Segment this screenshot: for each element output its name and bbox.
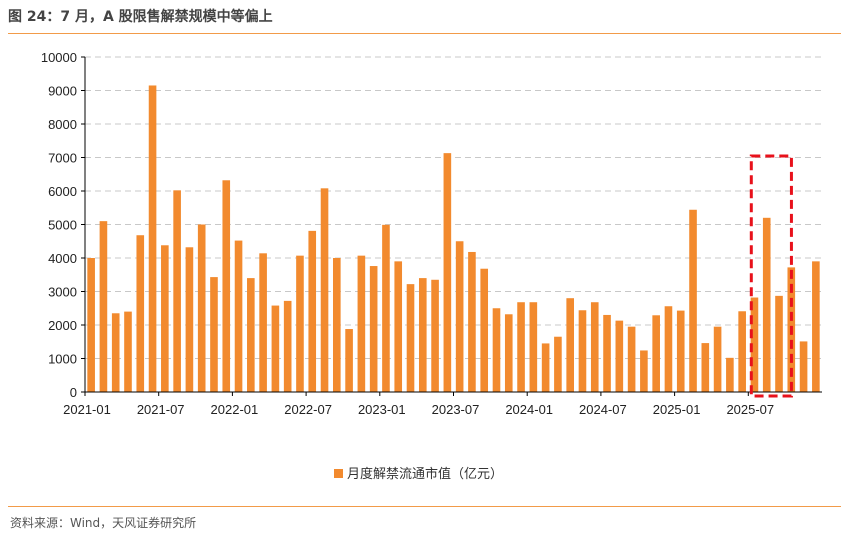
bottom-divider: [8, 506, 841, 507]
bar-2025-12: [812, 261, 820, 392]
bar-2022-05: [283, 300, 292, 392]
bar-2025-02: [689, 209, 697, 392]
legend: 月度解禁流通市值（亿元）: [334, 466, 503, 482]
legend-swatch: [334, 469, 343, 478]
bar-2024-07: [603, 314, 611, 392]
bar-2021-12: [222, 180, 231, 392]
x-tick-label: 2023-01: [358, 402, 406, 417]
y-tick-label: 8000: [48, 117, 77, 132]
bar-2021-10: [197, 224, 206, 392]
x-tick-label: 2022-07: [284, 402, 332, 417]
bar-2021-09: [185, 247, 194, 392]
bar-2024-04: [566, 298, 574, 392]
x-tick-label: 2025-07: [726, 402, 774, 417]
bar-chart: 0 1000 2000 3000 4000 5000 6000 7000 8000 9000 100…: [41, 50, 822, 482]
bar-2022-02: [247, 278, 255, 392]
x-tick-label: 2023-07: [432, 402, 480, 417]
bar-2022-09: [333, 258, 341, 392]
bar-2024-02: [541, 343, 550, 392]
bar-2024-06: [590, 302, 599, 392]
bar-2024-12: [664, 306, 673, 392]
y-tick-label: 0: [70, 385, 77, 400]
bar-2025-09: [775, 295, 783, 392]
bar-2023-07: [455, 241, 464, 392]
y-tick-label: 6000: [48, 184, 77, 199]
bar-2024-01: [529, 302, 538, 392]
bar-2022-03: [259, 253, 267, 392]
x-tick-label: 2025-01: [653, 402, 701, 417]
bar-2024-10: [640, 350, 648, 392]
y-tick-label: 3000: [48, 285, 77, 300]
y-tick-label: 7000: [48, 151, 77, 166]
bar-2023-05: [431, 279, 439, 392]
bar-2025-05: [726, 357, 734, 392]
bar-2022-07: [308, 230, 317, 392]
bar-2025-06: [738, 311, 746, 392]
bar-2023-11: [504, 314, 513, 392]
bar-2021-07: [161, 245, 169, 392]
x-tick-label: 2021-01: [63, 402, 111, 417]
legend-label: 月度解禁流通市值（亿元）: [347, 466, 503, 482]
bar-2022-10: [345, 329, 353, 392]
bar-2022-08: [320, 188, 329, 392]
bar-2024-05: [578, 310, 587, 392]
bar-2022-11: [357, 255, 366, 392]
bar-2021-03: [111, 313, 120, 392]
source-note: 资料来源：Wind，天风证券研究所: [10, 516, 197, 530]
bar-2023-03: [406, 284, 415, 392]
bar-2025-04: [713, 326, 722, 392]
bar-2025-01: [676, 310, 685, 392]
bar-2025-08: [762, 217, 771, 392]
x-tick-label: 2021-07: [137, 402, 185, 417]
bar-2021-04: [124, 311, 132, 392]
bar-2023-01: [382, 224, 390, 392]
bar-2022-12: [369, 266, 378, 392]
bar-2023-04: [418, 278, 427, 392]
y-tick-label: 5000: [48, 218, 77, 233]
bar-2021-02: [99, 221, 108, 392]
bar-2022-01: [234, 240, 243, 392]
bars: [87, 85, 820, 392]
bar-2023-09: [480, 268, 489, 392]
bar-2024-08: [615, 320, 624, 392]
bar-2021-01: [87, 258, 95, 392]
bar-2025-07: [750, 297, 759, 392]
bar-2023-06: [443, 153, 452, 392]
bar-2024-11: [652, 315, 660, 392]
y-tick-label: 9000: [48, 84, 77, 99]
bar-2024-09: [627, 326, 636, 392]
bar-2021-06: [148, 85, 157, 392]
bar-2025-11: [799, 341, 808, 392]
x-tick-label: 2024-07: [579, 402, 627, 417]
y-tick-label: 4000: [48, 251, 77, 266]
bar-2023-02: [394, 261, 403, 392]
bar-2025-03: [701, 343, 710, 392]
bar-2022-04: [271, 305, 280, 392]
tick-labels: 0 1000 2000 3000 4000 5000 6000 7000 8000 9000 100…: [41, 50, 774, 417]
x-tick-label: 2024-01: [505, 402, 553, 417]
axes: [81, 56, 822, 396]
highlight-box: [749, 154, 793, 398]
grid-lines: [85, 56, 822, 359]
top-divider: [8, 33, 841, 34]
chart-title: 图 24：7 月，A 股限售解禁规模中等偏上: [8, 9, 273, 25]
bar-2023-08: [468, 251, 476, 392]
bar-2021-11: [210, 277, 218, 392]
x-tick-label: 2022-01: [211, 402, 259, 417]
bar-2022-06: [296, 255, 304, 392]
bar-2021-08: [173, 190, 181, 392]
bar-2023-10: [492, 308, 501, 392]
y-tick-label: 2000: [48, 318, 77, 333]
bar-2023-12: [517, 302, 525, 392]
bar-2024-03: [554, 336, 562, 392]
y-tick-label: 10000: [41, 50, 77, 65]
y-tick-label: 1000: [48, 352, 77, 367]
highlight-box-group: [749, 154, 793, 398]
bar-2021-05: [136, 235, 145, 392]
